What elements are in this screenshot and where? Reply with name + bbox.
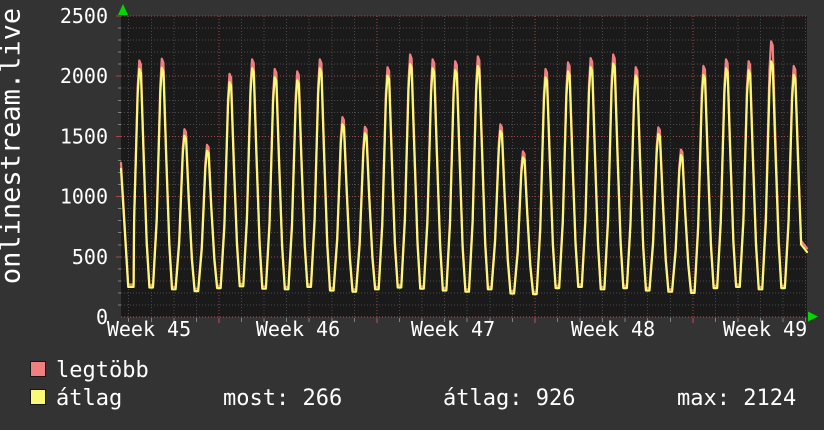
stat-most: most: 266: [223, 386, 343, 411]
x-tick-label: Week 45: [107, 317, 191, 341]
y-tick-label: 2000: [60, 64, 108, 88]
x-tick-label: Week 48: [571, 317, 655, 341]
x-tick-label: Week 46: [256, 317, 340, 341]
legend-label-atlag: átlag: [56, 386, 123, 411]
stat-max: max: 2124: [677, 386, 797, 411]
series-atlag: [119, 60, 809, 296]
x-tick-label: Week 47: [411, 317, 495, 341]
axis-arrow-up-icon: [118, 4, 128, 15]
legend-label-legtobb: legtöbb: [56, 358, 149, 383]
stat-atlag: átlag: 926: [443, 386, 576, 411]
y-tick-label: 1000: [60, 185, 108, 209]
y-tick-label: 0: [96, 305, 108, 329]
y-tick-label: 1500: [60, 124, 108, 148]
y-tick-label: 500: [72, 245, 108, 269]
x-tick-label: Week 49: [723, 317, 807, 341]
y-tick-label: 2500: [60, 4, 108, 28]
legend-swatch-atlag: [30, 389, 46, 405]
axis-arrow-right-icon: [808, 311, 818, 322]
y-axis-title: onlinestream.live: [0, 7, 27, 285]
legend-swatch-legtobb: [30, 361, 46, 377]
